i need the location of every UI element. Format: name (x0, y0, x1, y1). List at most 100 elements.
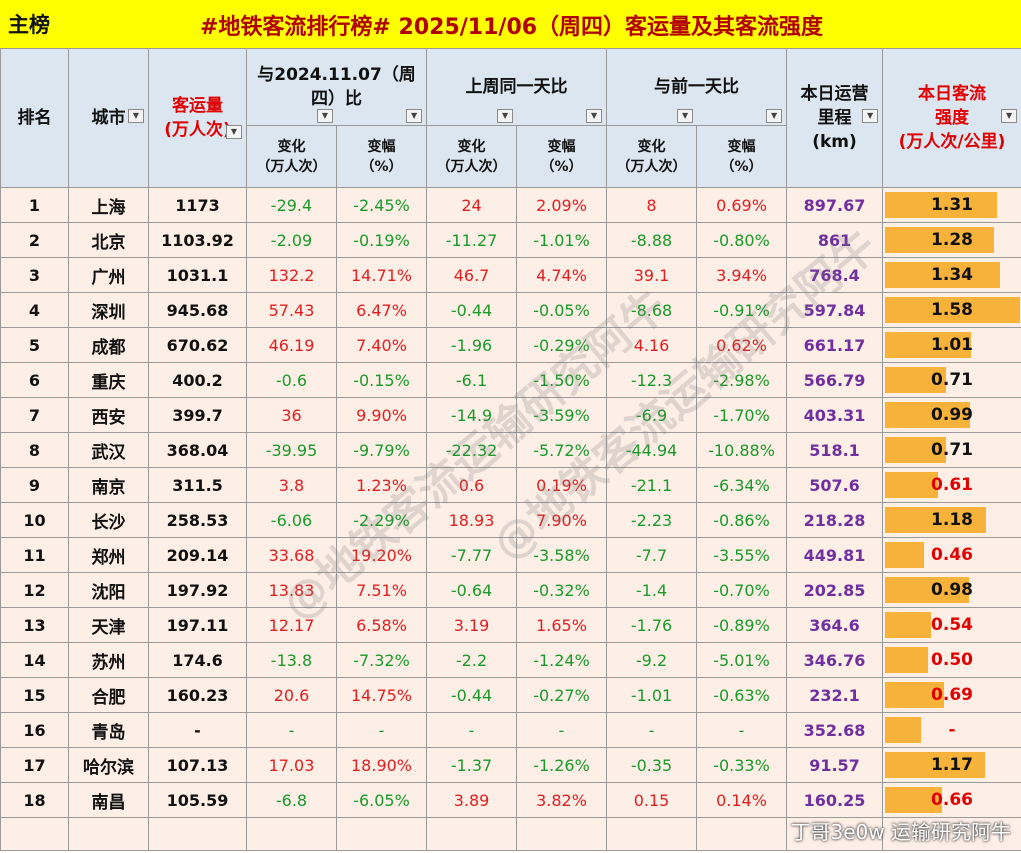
filter-dropdown-icon[interactable]: ▼ (862, 109, 879, 123)
yoy-change-cell[interactable]: 17.03 (246, 747, 337, 783)
yoy-change-cell[interactable]: - (246, 712, 337, 748)
dod-change-cell[interactable]: -12.3 (606, 362, 698, 398)
density-cell[interactable]: 1.28 (882, 222, 1021, 258)
yoy-change-cell[interactable]: -2.09 (246, 222, 337, 258)
wow-change-cell[interactable]: -14.9 (426, 397, 518, 433)
volume-cell[interactable]: 160.23 (148, 677, 247, 713)
yoy-pct-cell[interactable]: 6.47% (335, 292, 428, 328)
wow-pct-cell[interactable]: -1.26% (516, 747, 608, 783)
wow-pct-cell[interactable]: -0.05% (516, 292, 608, 328)
rank-cell[interactable]: 7 (0, 397, 69, 433)
rank-cell[interactable]: 10 (0, 502, 69, 538)
yoy-pct-cell[interactable]: 19.20% (335, 537, 428, 573)
rank-cell[interactable]: 16 (0, 712, 69, 748)
city-cell[interactable]: 武汉 (68, 432, 149, 468)
volume-cell[interactable]: 400.2 (148, 362, 247, 398)
dod-change-cell[interactable]: -7.7 (606, 537, 698, 573)
city-cell[interactable]: 长沙 (68, 502, 149, 538)
rank-cell[interactable]: 1 (0, 187, 69, 223)
volume-cell[interactable]: 945.68 (148, 292, 247, 328)
yoy-pct-cell[interactable]: - (335, 712, 428, 748)
density-cell[interactable]: 0.61 (882, 467, 1021, 503)
yoy-pct-cell[interactable]: 7.40% (335, 327, 428, 363)
yoy-change-cell[interactable]: -13.8 (246, 642, 337, 678)
density-cell[interactable]: 0.46 (882, 537, 1021, 573)
table-row[interactable]: 17 哈尔滨 107.13 17.03 18.90% -1.37 -1.26% -0.35 -0… (0, 747, 1021, 783)
yoy-change-cell[interactable]: 132.2 (246, 257, 337, 293)
yoy-change-cell[interactable]: -6.06 (246, 502, 337, 538)
dod-change-cell[interactable]: -0.35 (606, 747, 698, 783)
yoy-change-cell[interactable]: 57.43 (246, 292, 337, 328)
wow-change-cell[interactable]: -1.96 (426, 327, 518, 363)
table-row[interactable]: 3 广州 1031.1 132.2 14.71% 46.7 4.74% 39.1 3.94% 76… (0, 257, 1021, 293)
table-row[interactable]: 16 青岛 - - - - - - -352.68- (0, 712, 1021, 748)
rank-cell[interactable]: 12 (0, 572, 69, 608)
rank-cell[interactable]: 5 (0, 327, 69, 363)
wow-pct-cell[interactable]: 7.90% (516, 502, 608, 538)
table-row[interactable]: 10 长沙 258.53 -6.06 -2.29% 18.93 7.90% -2.23 -0.8… (0, 502, 1021, 538)
empty-cell[interactable] (426, 817, 518, 851)
wow-change-cell[interactable]: -2.2 (426, 642, 518, 678)
length-cell[interactable]: 352.68 (786, 712, 884, 748)
filter-dropdown-icon[interactable]: ▼ (128, 109, 144, 123)
dod-pct-cell[interactable]: -10.88% (696, 432, 788, 468)
table-row[interactable]: 6 重庆 400.2 -0.6 -0.15% -6.1 -1.50% -12.3 -2.98% 5… (0, 362, 1021, 398)
density-cell[interactable]: 0.54 (882, 607, 1021, 643)
city-cell[interactable]: 苏州 (68, 642, 149, 678)
volume-cell[interactable]: 174.6 (148, 642, 247, 678)
dod-pct-cell[interactable]: -0.33% (696, 747, 788, 783)
rank-cell[interactable]: 14 (0, 642, 69, 678)
wow-pct-cell[interactable]: -1.24% (516, 642, 608, 678)
wow-pct-cell[interactable]: - (516, 712, 608, 748)
city-cell[interactable]: 青岛 (68, 712, 149, 748)
density-cell[interactable]: 0.50 (882, 642, 1021, 678)
length-cell[interactable]: 449.81 (786, 537, 884, 573)
volume-cell[interactable]: 670.62 (148, 327, 247, 363)
volume-cell[interactable]: - (148, 712, 247, 748)
yoy-pct-cell[interactable]: -0.19% (335, 222, 428, 258)
empty-cell[interactable] (696, 817, 788, 851)
dod-change-cell[interactable]: 39.1 (606, 257, 698, 293)
dod-pct-cell[interactable]: -2.98% (696, 362, 788, 398)
dod-change-cell[interactable]: -6.9 (606, 397, 698, 433)
yoy-pct-cell[interactable]: 7.51% (335, 572, 428, 608)
wow-change-cell[interactable]: -7.77 (426, 537, 518, 573)
yoy-change-cell[interactable]: 46.19 (246, 327, 337, 363)
dod-change-cell[interactable]: 0.15 (606, 782, 698, 818)
yoy-change-cell[interactable]: -39.95 (246, 432, 337, 468)
rank-cell[interactable]: 18 (0, 782, 69, 818)
empty-cell[interactable] (0, 817, 69, 851)
volume-cell[interactable]: 1173 (148, 187, 247, 223)
volume-cell[interactable]: 311.5 (148, 467, 247, 503)
yoy-change-cell[interactable]: 13.83 (246, 572, 337, 608)
table-row[interactable]: 7 西安 399.7 36 9.90% -14.9 -3.59% -6.9 -1.70% 403.… (0, 397, 1021, 433)
rank-cell[interactable]: 11 (0, 537, 69, 573)
city-cell[interactable]: 南京 (68, 467, 149, 503)
length-cell[interactable]: 91.57 (786, 747, 884, 783)
dod-change-cell[interactable]: -9.2 (606, 642, 698, 678)
density-cell[interactable]: 1.18 (882, 502, 1021, 538)
length-cell[interactable]: 861 (786, 222, 884, 258)
empty-cell[interactable] (246, 817, 337, 851)
city-cell[interactable]: 哈尔滨 (68, 747, 149, 783)
yoy-pct-cell[interactable]: -0.15% (335, 362, 428, 398)
table-row[interactable]: 12 沈阳 197.92 13.83 7.51% -0.64 -0.32% -1.4 -0.70… (0, 572, 1021, 608)
yoy-pct-cell[interactable]: 18.90% (335, 747, 428, 783)
table-row[interactable]: 8 武汉 368.04 -39.95 -9.79% -22.32 -5.72% -44.94-… (0, 432, 1021, 468)
volume-cell[interactable]: 209.14 (148, 537, 247, 573)
table-row[interactable]: 18 南昌 105.59 -6.8 -6.05% 3.89 3.82% 0.15 0.14% 16… (0, 782, 1021, 818)
city-cell[interactable]: 西安 (68, 397, 149, 433)
dod-change-cell[interactable]: 4.16 (606, 327, 698, 363)
dod-change-cell[interactable]: -8.68 (606, 292, 698, 328)
length-cell[interactable]: 661.17 (786, 327, 884, 363)
dod-change-cell[interactable]: -44.94 (606, 432, 698, 468)
density-cell[interactable]: 1.34 (882, 257, 1021, 293)
empty-cell[interactable] (148, 817, 247, 851)
table-row[interactable]: 4 深圳 945.68 57.43 6.47% -0.44 -0.05% -8.68 -0.91… (0, 292, 1021, 328)
dod-change-cell[interactable]: -2.23 (606, 502, 698, 538)
rank-cell[interactable]: 4 (0, 292, 69, 328)
dod-pct-cell[interactable]: -0.63% (696, 677, 788, 713)
empty-cell[interactable] (68, 817, 149, 851)
table-row[interactable]: 13 天津 197.11 12.17 6.58% 3.19 1.65% -1.76 -0.89%… (0, 607, 1021, 643)
volume-cell[interactable]: 1103.92 (148, 222, 247, 258)
